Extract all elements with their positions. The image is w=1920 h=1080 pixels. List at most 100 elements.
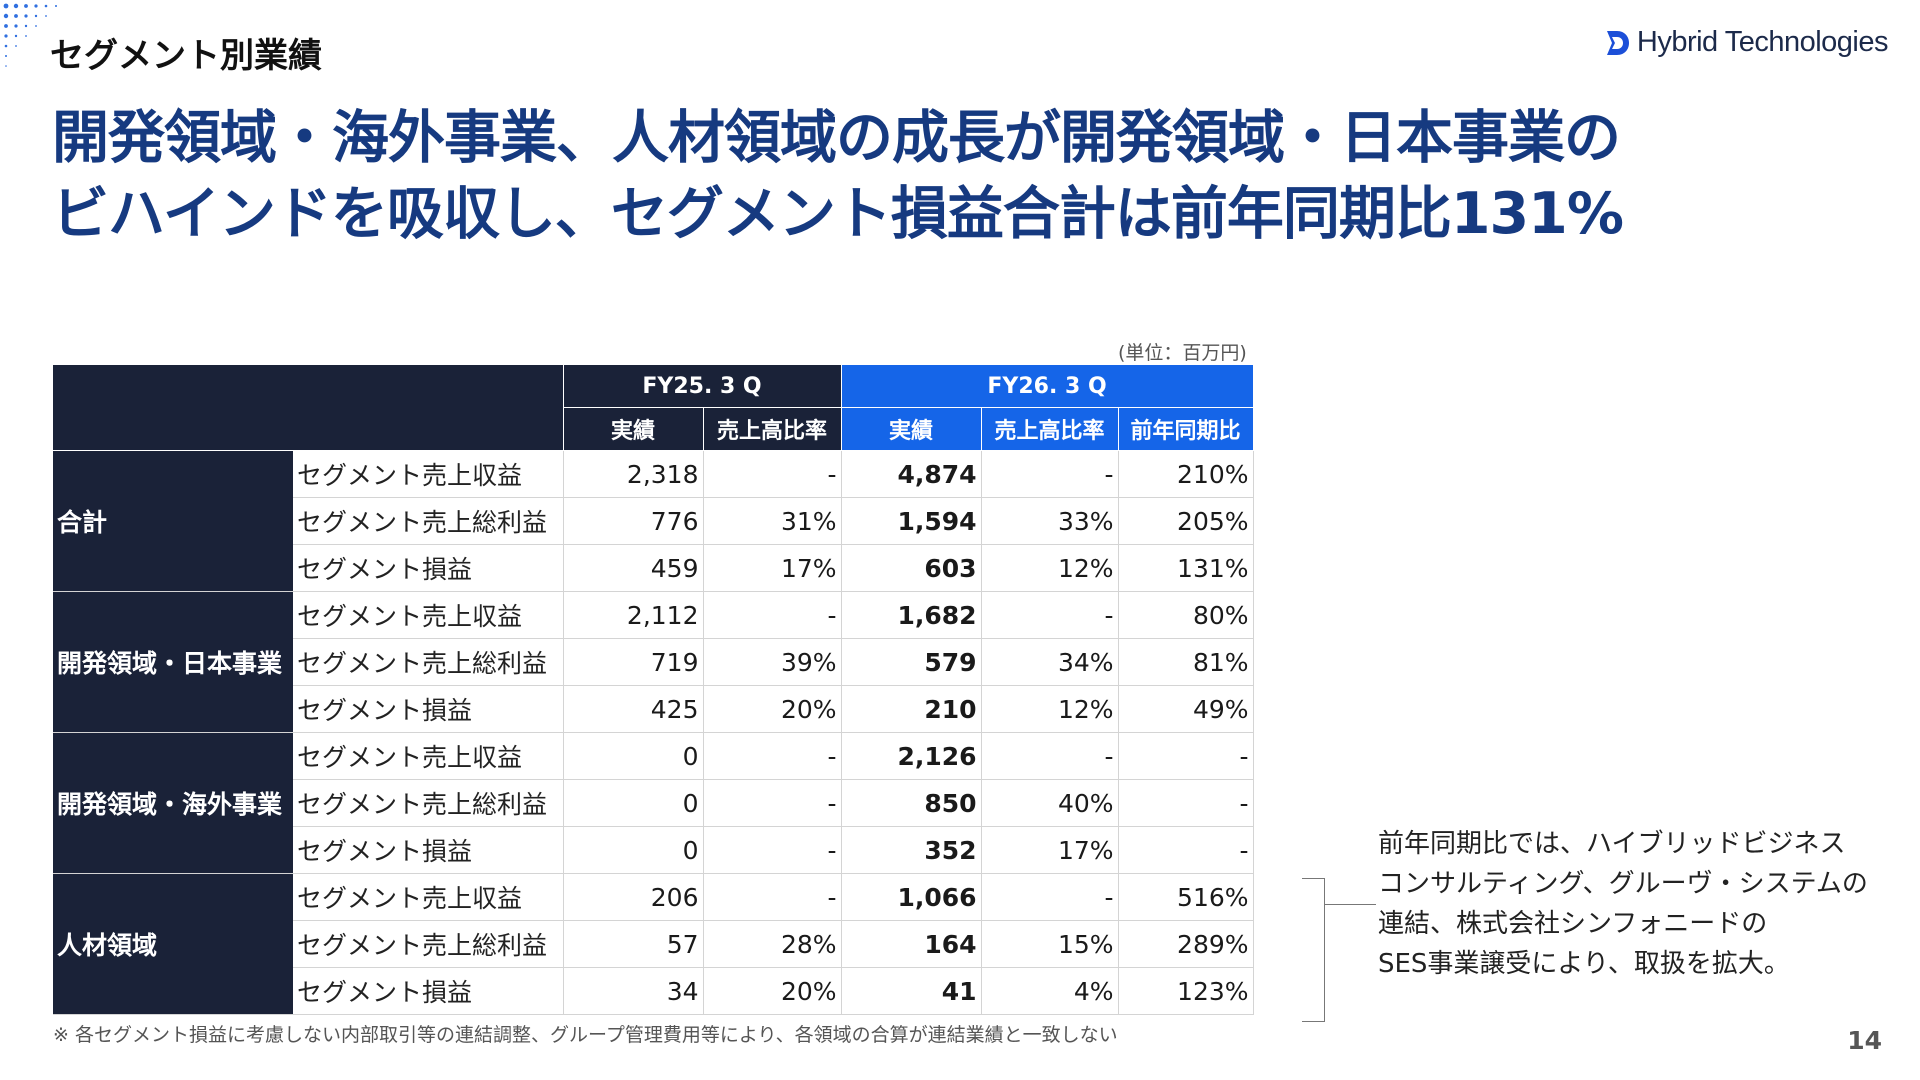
prev-ratio-cell: 28%: [702, 920, 842, 968]
segment-group-label: 合計: [53, 450, 293, 592]
table-row: セグメント売上総利益 0-850 40% -: [53, 779, 1254, 827]
period-curr-header: FY26. 3 Q: [840, 364, 1254, 408]
row-label: セグメント損益: [293, 685, 563, 733]
prev-ratio-cell: 20%: [702, 685, 842, 733]
curr-actual-cell: 164: [840, 920, 982, 968]
curr-ratio-cell: 4%: [980, 967, 1119, 1015]
side-note-line: 連結、株式会社シンフォニードの: [1378, 909, 1768, 939]
yoy-cell: -: [1117, 826, 1254, 874]
segment-group-label: 開発領域・日本事業: [53, 591, 293, 733]
table-row: 開発領域・海外事業 セグメント売上収益 0-2,126- -: [53, 732, 1254, 874]
yoy-cell: 123%: [1117, 967, 1254, 1015]
curr-ratio-cell: 12%: [980, 685, 1119, 733]
table-row: セグメント損益 459 17% 603 12% 131%: [53, 544, 1254, 592]
row-label: セグメント売上総利益: [293, 497, 563, 545]
curr-ratio-cell: -: [980, 450, 1119, 498]
yoy-cell: 49%: [1117, 685, 1254, 733]
headline-line-1: 開発領域・海外事業、人材領域の成長が開発領域・日本事業の: [52, 105, 1621, 171]
yoy-header: 前年同期比: [1117, 407, 1254, 451]
curr-actual-cell: 4,874: [840, 450, 982, 498]
prev-ratio-cell: 17%: [702, 544, 842, 592]
prev-actual-cell: 0: [562, 779, 703, 827]
bracket-divider: [1302, 878, 1325, 1022]
bracket-connector: [1324, 904, 1376, 905]
prev-actual-cell: 0: [562, 826, 703, 874]
prev-actual-cell: 459: [562, 544, 703, 592]
curr-ratio-cell: -: [980, 591, 1119, 639]
yoy-cell: 205%: [1117, 497, 1254, 545]
prev-actual-cell: 2,112: [562, 591, 703, 639]
prev-actual-cell: 2,318: [562, 450, 703, 498]
prev-actual-cell: 0: [562, 732, 703, 780]
prev-actual-cell: 776: [562, 497, 703, 545]
side-note-line: コンサルティング、グルーヴ・システムの: [1378, 869, 1868, 899]
table-row: セグメント売上総利益 57 28% 164 15% 289%: [53, 920, 1254, 968]
yoy-cell: 80%: [1117, 591, 1254, 639]
company-logo: Hybrid Technologies: [1605, 26, 1889, 59]
headline: 開発領域・海外事業、人材領域の成長が開発領域・日本事業の ビハインドを吸収し、セ…: [52, 100, 1872, 252]
table-row: セグメント損益 425 20% 210 12% 49%: [53, 685, 1254, 733]
curr-ratio-cell: 33%: [980, 497, 1119, 545]
curr-actual-cell: 850: [840, 779, 982, 827]
table-row: 開発領域・日本事業 セグメント売上収益 2,112-1,682-80%: [53, 591, 1254, 733]
headline-line-2: ビハインドを吸収し、セグメント損益合計は前年同期比131%: [52, 181, 1624, 247]
yoy-cell: 210%: [1117, 450, 1254, 498]
prev-ratio-cell: -: [702, 732, 842, 780]
curr-ratio-cell: -: [980, 732, 1119, 780]
row-label: セグメント損益: [293, 544, 563, 592]
curr-ratio-cell: 17%: [980, 826, 1119, 874]
table-body: 合計 セグメント売上収益 2,318-4,874-210% セグメント売上総利益 776…: [53, 450, 1254, 1015]
table-corner-cell: [53, 364, 564, 451]
table-row: セグメント損益 34 20% 41 4% 123%: [53, 967, 1254, 1015]
table-row: セグメント売上総利益 719 39% 579 34% 81%: [53, 638, 1254, 686]
decorative-dots: [3, 3, 57, 67]
period-prev-header: FY25. 3 Q: [562, 364, 842, 408]
prev-actual-cell: 425: [562, 685, 703, 733]
prev-actual-cell: 719: [562, 638, 703, 686]
segment-group-label: 開発領域・海外事業: [53, 732, 293, 874]
logo-text: Hybrid Technologies: [1636, 26, 1889, 58]
table-row: 人材領域 セグメント売上収益 206-1,066-516%: [53, 873, 1254, 1015]
side-note-line: SES事業譲受により、取扱を拡大。: [1378, 949, 1790, 979]
curr-actual-cell: 2,126: [840, 732, 982, 780]
row-label: セグメント損益: [293, 826, 563, 874]
curr-actual-cell: 41: [840, 967, 982, 1015]
yoy-cell: 131%: [1117, 544, 1254, 592]
row-label: セグメント売上収益: [293, 450, 563, 498]
table-row: 合計 セグメント売上収益 2,318-4,874-210%: [53, 450, 1254, 592]
prev-ratio-cell: -: [702, 873, 842, 921]
prev-ratio-cell: 20%: [702, 967, 842, 1015]
prev-actual-header: 実績: [562, 407, 704, 451]
yoy-cell: 289%: [1117, 920, 1254, 968]
segment-results-table: FY25. 3 Q FY26. 3 Q 実績 売上高比率 実績 売上高比率 前年…: [53, 364, 1254, 1015]
segment-group-label: 人材領域: [53, 873, 293, 1015]
prev-ratio-cell: -: [702, 450, 842, 498]
curr-actual-cell: 210: [840, 685, 982, 733]
row-label: セグメント売上総利益: [293, 920, 563, 968]
row-label: セグメント損益: [293, 967, 563, 1015]
row-label: セグメント売上総利益: [293, 638, 563, 686]
section-title: セグメント別業績: [50, 36, 322, 76]
curr-actual-cell: 352: [840, 826, 982, 874]
side-note-line: 前年同期比では、ハイブリッドビジネス: [1378, 829, 1846, 859]
unit-note: (単位：百万円): [1118, 342, 1247, 364]
yoy-cell: 81%: [1117, 638, 1254, 686]
footnote: ※ 各セグメント損益に考慮しない内部取引等の連結調整、グループ管理費用等により、…: [53, 1024, 1118, 1046]
yoy-cell: -: [1117, 779, 1254, 827]
curr-ratio-cell: 34%: [980, 638, 1119, 686]
row-label: セグメント売上総利益: [293, 779, 563, 827]
table-header-row-columns: 実績 売上高比率 実績 売上高比率 前年同期比: [53, 407, 1254, 451]
yoy-cell: 516%: [1117, 873, 1254, 921]
prev-ratio-header: 売上高比率: [702, 407, 842, 451]
prev-actual-cell: 57: [562, 920, 703, 968]
prev-ratio-cell: -: [702, 779, 842, 827]
prev-ratio-cell: 31%: [702, 497, 842, 545]
curr-ratio-cell: 12%: [980, 544, 1119, 592]
row-label: セグメント売上収益: [293, 591, 563, 639]
yoy-cell: -: [1117, 732, 1254, 780]
curr-actual-cell: 579: [840, 638, 982, 686]
table-row: セグメント損益 0-352 17% -: [53, 826, 1254, 874]
row-label: セグメント売上収益: [293, 873, 563, 921]
curr-actual-cell: 1,066: [840, 873, 982, 921]
curr-ratio-header: 売上高比率: [980, 407, 1119, 451]
